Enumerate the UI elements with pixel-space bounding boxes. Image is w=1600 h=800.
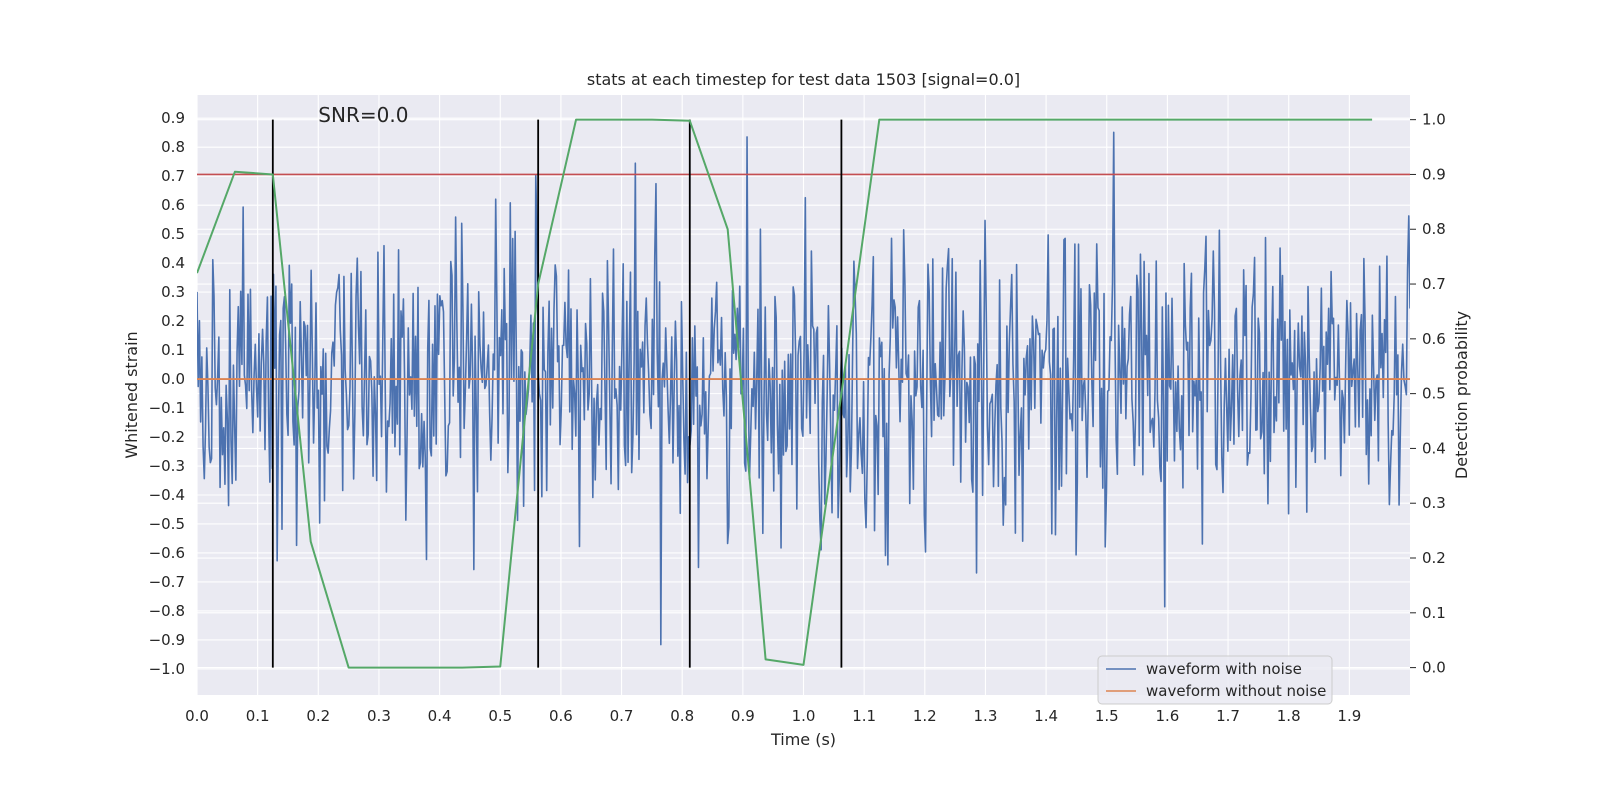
y2-tick-label: 0.7 [1422, 275, 1446, 293]
x-tick-label: 1.2 [913, 707, 937, 725]
y2-tick-label: 0.6 [1422, 330, 1446, 348]
y-tick-label: −1.0 [149, 660, 185, 678]
y2-tick-label: 0.1 [1422, 604, 1446, 622]
x-tick-label: 1.1 [852, 707, 876, 725]
y2-axis-label: Detection probability [1452, 311, 1471, 479]
y-tick-label: 0.6 [161, 196, 185, 214]
x-tick-label: 0.1 [246, 707, 270, 725]
x-tick-label: 1.7 [1216, 707, 1240, 725]
noise-line [197, 131, 1410, 646]
x-tick-label: 1.3 [974, 707, 998, 725]
y-tick-label: −0.5 [149, 515, 185, 533]
y-tick-label: 0.8 [161, 138, 185, 156]
x-tick-label: 1.5 [1095, 707, 1119, 725]
x-tick-label: 0.2 [306, 707, 330, 725]
y-axis-label: Whitened strain [122, 331, 141, 458]
x-tick-label: 0.6 [549, 707, 573, 725]
legend-label-clean: waveform without noise [1146, 682, 1326, 700]
y2-tick-label: 0.0 [1422, 659, 1446, 677]
y-tick-label: −0.4 [149, 486, 185, 504]
x-tick-label: 0.5 [488, 707, 512, 725]
x-tick-label: 1.0 [792, 707, 816, 725]
y-tick-label: 0.0 [161, 370, 185, 388]
y2-tick-label: 0.2 [1422, 549, 1446, 567]
snr-annotation: SNR=0.0 [318, 103, 408, 127]
noise-series [197, 131, 1410, 646]
x-tick-label: 0.7 [610, 707, 634, 725]
y-tick-label: 0.7 [161, 167, 185, 185]
y-tick-label: 0.5 [161, 225, 185, 243]
y-tick-label: 0.2 [161, 312, 185, 330]
y-tick-label: −0.9 [149, 631, 185, 649]
x-tick-label: 0.8 [670, 707, 694, 725]
x-tick-label: 0.9 [731, 707, 755, 725]
y-tick-label: 0.3 [161, 283, 185, 301]
y2-tick-label: 0.9 [1422, 165, 1446, 183]
y-tick-label: 0.9 [161, 109, 185, 127]
legend-label-noise: waveform with noise [1146, 660, 1302, 678]
y2-tick-label: 0.8 [1422, 220, 1446, 238]
chart-title: stats at each timestep for test data 150… [587, 70, 1020, 89]
probability-line [197, 118, 1373, 669]
y2-tick-label: 0.5 [1422, 385, 1446, 403]
y2-tick-label: 1.0 [1422, 111, 1446, 129]
y-tick-label: −0.7 [149, 573, 185, 591]
y2-tick-label: 0.4 [1422, 439, 1446, 457]
y2-ticks: 1.0 0.9 0.8 0.7 0.6 0.5 0.4 0.3 0.2 0.1 0.0 [1410, 111, 1446, 677]
y-tick-label: −0.6 [149, 544, 185, 562]
x-tick-label: 1.9 [1337, 707, 1361, 725]
y-tick-label: −0.3 [149, 457, 185, 475]
y-tick-label: 0.1 [161, 341, 185, 359]
x-axis-label: Time (s) [770, 730, 836, 749]
x-ticks: 0.0 0.1 0.2 0.3 0.4 0.5 0.6 0.7 0.8 0.9 1.0 1.1 1.2 1… [185, 707, 1361, 725]
x-tick-label: 1.6 [1155, 707, 1179, 725]
y-tick-label: −0.8 [149, 602, 185, 620]
y-tick-label: −0.1 [149, 399, 185, 417]
x-tick-label: 1.4 [1034, 707, 1058, 725]
y2-tick-label: 0.3 [1422, 494, 1446, 512]
legend-box [1097, 655, 1333, 705]
y-tick-label: 0.4 [161, 254, 185, 272]
x-tick-label: 0.4 [428, 707, 452, 725]
x-tick-label: 0.3 [367, 707, 391, 725]
y-ticks: 0.9 0.8 0.7 0.6 0.5 0.4 0.3 0.2 0.1 0.0 −0.1 −0.2 −0… [149, 109, 185, 678]
x-tick-label: 1.8 [1277, 707, 1301, 725]
legend: waveform with noise waveform without noi… [1097, 655, 1333, 705]
y-tick-label: −0.2 [149, 428, 185, 446]
probability-series [197, 118, 1373, 669]
x-tick-label: 0.0 [185, 707, 209, 725]
